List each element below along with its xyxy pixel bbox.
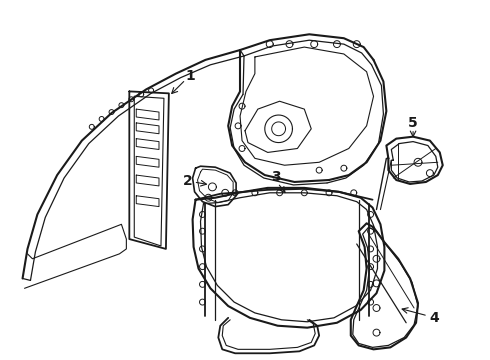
Text: 4: 4 — [429, 311, 439, 325]
Text: 5: 5 — [408, 116, 418, 130]
Text: 3: 3 — [271, 170, 280, 184]
Text: 2: 2 — [183, 174, 193, 188]
Text: 1: 1 — [186, 69, 196, 83]
